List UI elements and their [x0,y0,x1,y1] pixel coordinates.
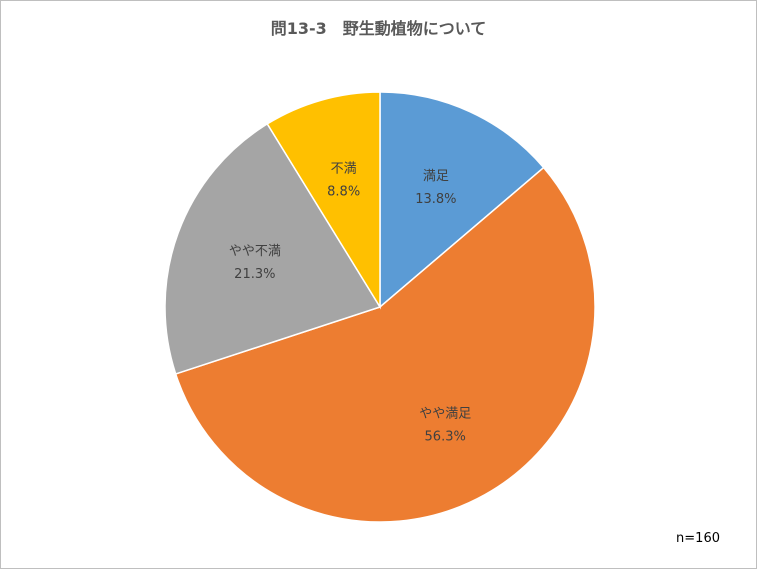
pie-slice-3 [164,122,382,375]
pie-slice-1 [379,91,545,309]
pie-slice-4 [266,91,381,310]
chart-title: 問13-3 野生動植物について [270,19,487,38]
pie-slice-2 [174,166,596,523]
slice-category-label: 不満 [331,162,357,177]
slice-category-label: やや不満 [229,244,281,259]
slice-category-label: 満足 [423,169,449,184]
slice-value-label: 13.8% [415,192,456,207]
sample-size-note: n=160 [676,531,720,546]
slice-value-label: 8.8% [327,185,360,200]
slice-category-label: やや満足 [419,406,471,421]
slice-value-label: 56.3% [425,429,466,444]
slice-value-label: 21.3% [234,267,275,282]
